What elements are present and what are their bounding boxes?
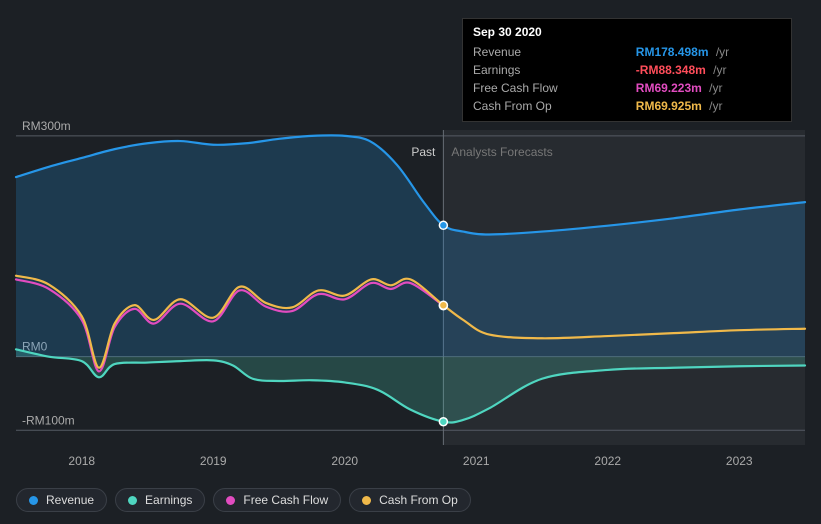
chart-legend: Revenue Earnings Free Cash Flow Cash From O… [16, 488, 471, 512]
y-axis-label: RM300m [22, 119, 71, 133]
legend-label: Earnings [145, 493, 192, 507]
tooltip-label: Revenue [473, 43, 636, 61]
x-axis-label: 2023 [726, 454, 753, 468]
chart-tooltip: Sep 30 2020 RevenueRM178.498m /yrEarning… [462, 18, 792, 122]
x-axis-label: 2022 [594, 454, 621, 468]
tooltip-date: Sep 30 2020 [473, 25, 781, 39]
legend-label: Free Cash Flow [243, 493, 328, 507]
legend-dot-icon [226, 496, 235, 505]
past-label: Past [411, 145, 436, 159]
tooltip-unit: /yr [702, 81, 723, 95]
tooltip-value: RM69.925m /yr [636, 97, 781, 115]
tooltip-value: -RM88.348m /yr [636, 61, 781, 79]
tooltip-row-earnings: Earnings-RM88.348m /yr [473, 61, 781, 79]
tooltip-row-fcf: Free Cash FlowRM69.223m /yr [473, 79, 781, 97]
legend-dot-icon [29, 496, 38, 505]
financials-chart: RM300mRM0-RM100mPastAnalysts Forecasts20… [0, 0, 821, 524]
legend-dot-icon [128, 496, 137, 505]
forecast-label: Analysts Forecasts [451, 145, 552, 159]
legend-dot-icon [362, 496, 371, 505]
legend-item-fcf[interactable]: Free Cash Flow [213, 488, 341, 512]
earnings-marker [439, 418, 447, 426]
x-axis-label: 2018 [68, 454, 95, 468]
tooltip-value: RM69.223m /yr [636, 79, 781, 97]
x-axis-label: 2019 [200, 454, 227, 468]
legend-label: Cash From Op [379, 493, 458, 507]
legend-label: Revenue [46, 493, 94, 507]
tooltip-label: Free Cash Flow [473, 79, 636, 97]
tooltip-table: RevenueRM178.498m /yrEarnings-RM88.348m … [473, 43, 781, 115]
legend-item-cfo[interactable]: Cash From Op [349, 488, 471, 512]
y-axis-label: -RM100m [22, 413, 75, 427]
tooltip-unit: /yr [709, 45, 730, 59]
legend-item-revenue[interactable]: Revenue [16, 488, 107, 512]
cfo-marker [439, 301, 447, 309]
legend-item-earnings[interactable]: Earnings [115, 488, 205, 512]
x-axis-label: 2020 [331, 454, 358, 468]
tooltip-unit: /yr [706, 63, 727, 77]
tooltip-unit: /yr [702, 99, 723, 113]
tooltip-value: RM178.498m /yr [636, 43, 781, 61]
tooltip-label: Cash From Op [473, 97, 636, 115]
tooltip-row-cfo: Cash From OpRM69.925m /yr [473, 97, 781, 115]
tooltip-row-revenue: RevenueRM178.498m /yr [473, 43, 781, 61]
tooltip-label: Earnings [473, 61, 636, 79]
revenue-marker [439, 221, 447, 229]
x-axis-label: 2021 [463, 454, 490, 468]
